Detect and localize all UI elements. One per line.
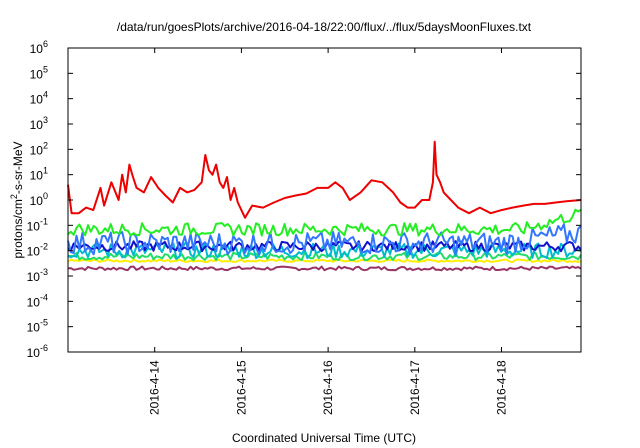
x-tick-label: 2016-4-18: [495, 360, 509, 415]
y-axis-label-sup: 2: [9, 194, 19, 199]
y-tick-label: 102: [30, 140, 48, 157]
y-tick-label: 104: [30, 90, 48, 107]
y-axis-label-rest: -s-sr-MeV: [11, 141, 25, 194]
y-tick-label: 10-4: [27, 292, 48, 309]
y-tick-label: 105: [30, 64, 48, 81]
y-tick-label: 101: [30, 166, 48, 183]
y-tick-label: 10-1: [27, 216, 48, 233]
series-line-7: [67, 265, 582, 272]
y-tick-label: 10-5: [27, 318, 48, 335]
y-tick-label: 10-2: [27, 242, 48, 259]
series-line-0: [67, 140, 582, 219]
series-line-1: [67, 208, 582, 237]
chart-title: /data/run/goesPlots/archive/2016-04-18/2…: [117, 20, 532, 34]
y-tick-label: 10-3: [27, 267, 48, 284]
x-axis-label: Coordinated Universal Time (UTC): [232, 431, 416, 445]
series-layer: [67, 140, 582, 272]
y-tick-label: 103: [30, 115, 48, 132]
series-line-6: [67, 258, 582, 263]
y-axis-label: protons/cm2-s-sr-MeV: [9, 141, 25, 258]
series-line-2: [67, 223, 582, 256]
y-tick-label: 100: [30, 191, 48, 208]
x-axis: 2016-4-14 2016-4-15 2016-4-16 2016-4-17 2016…: [148, 48, 509, 415]
x-tick-label: 2016-4-16: [321, 360, 335, 415]
y-tick-label: 106: [30, 39, 48, 56]
plot-frame: [67, 47, 582, 353]
y-axis-label-main: protons/cm: [11, 199, 25, 258]
y-axis: 10-6 10-5 10-4 10-3 10-2 10-1 100 101 102 103 104 1…: [27, 39, 581, 360]
x-tick-label: 2016-4-14: [148, 360, 162, 415]
x-tick-label: 2016-4-15: [234, 360, 248, 415]
series-line-5: [67, 251, 582, 262]
x-tick-label: 2016-4-17: [408, 360, 422, 415]
y-tick-label: 10-6: [27, 343, 48, 360]
